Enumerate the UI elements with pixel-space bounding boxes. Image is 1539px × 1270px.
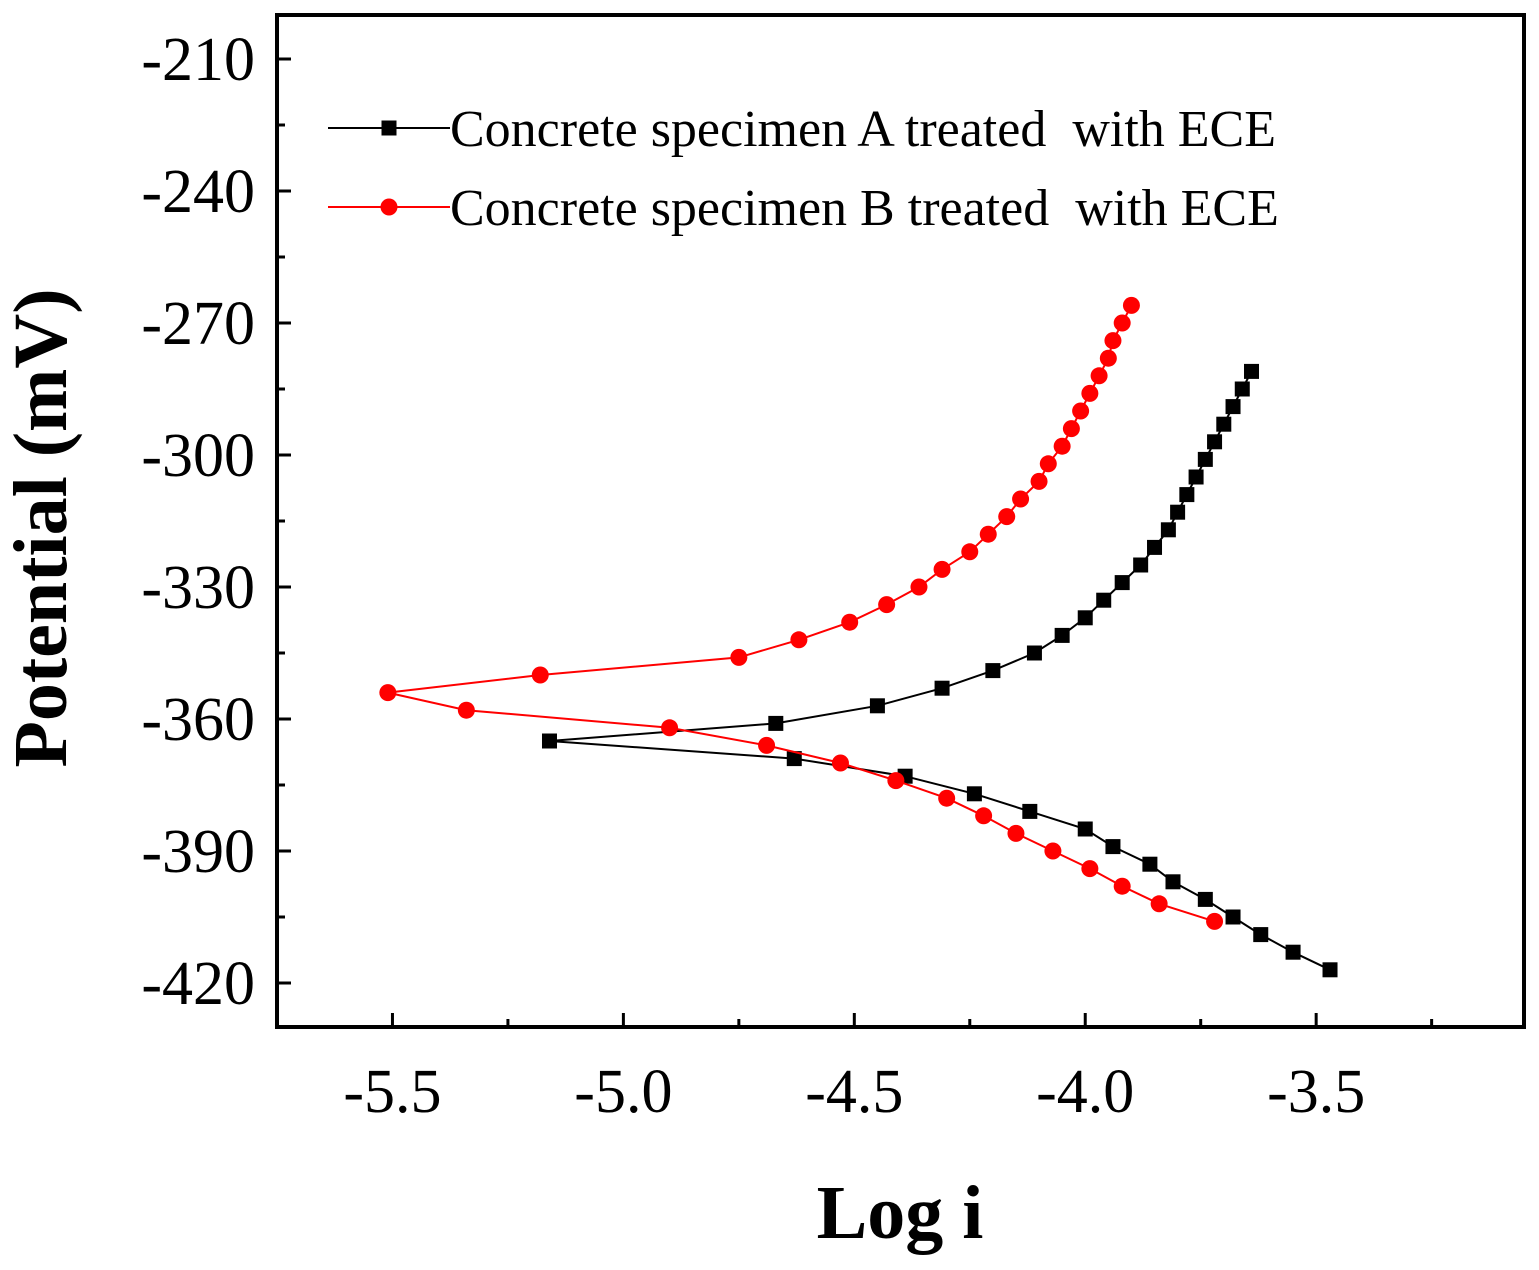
data-point <box>910 578 928 596</box>
y-tick-label: -420 <box>141 950 255 1018</box>
data-point <box>1225 909 1241 925</box>
data-point <box>961 543 979 561</box>
data-point <box>758 736 776 754</box>
data-point <box>1244 363 1260 379</box>
legend-entry-b: Concrete specimen B treated with ECE <box>328 180 1279 237</box>
data-point <box>1077 610 1093 626</box>
data-point <box>1225 399 1241 415</box>
series-layer <box>379 296 1338 978</box>
y-tick-label: -360 <box>141 686 255 754</box>
data-point <box>1170 504 1186 520</box>
data-point <box>938 789 956 807</box>
data-point <box>966 786 982 802</box>
y-tick-label: -240 <box>141 158 255 226</box>
data-point <box>1030 472 1048 490</box>
x-tick-label: -3.5 <box>1267 1058 1365 1126</box>
data-point <box>1081 860 1099 878</box>
x-tick-label: -4.0 <box>1036 1058 1134 1126</box>
data-point <box>1113 877 1131 895</box>
data-point <box>1090 367 1108 385</box>
legend-marker <box>380 198 398 216</box>
series-a <box>541 363 1338 978</box>
data-point <box>985 663 1001 679</box>
data-point <box>1114 575 1130 591</box>
series-b <box>379 296 1224 930</box>
data-point <box>1062 420 1080 438</box>
data-point <box>531 666 549 684</box>
data-point <box>841 613 859 631</box>
data-point <box>786 751 802 767</box>
y-tick-label: -330 <box>141 554 255 622</box>
data-point <box>1160 522 1176 538</box>
legend-label: Concrete specimen B treated with ECE <box>450 180 1279 237</box>
x-tick-label: -5.0 <box>574 1058 672 1126</box>
legend: Concrete specimen A treated with ECE Conc… <box>328 101 1279 237</box>
data-point <box>1054 627 1070 643</box>
data-point <box>1099 349 1117 367</box>
data-point <box>1234 381 1250 397</box>
data-point <box>878 596 896 614</box>
data-point <box>934 680 950 696</box>
data-point <box>790 631 808 649</box>
data-point <box>1122 296 1140 314</box>
data-point <box>1253 927 1269 943</box>
data-point <box>1216 416 1232 432</box>
data-point <box>1322 962 1338 978</box>
data-point <box>1096 592 1112 608</box>
data-point <box>1053 437 1071 455</box>
data-point <box>379 684 397 702</box>
data-point <box>730 648 748 666</box>
data-point <box>541 733 557 749</box>
data-point <box>1197 451 1213 467</box>
data-point <box>1113 314 1131 332</box>
legend-marker <box>381 120 397 136</box>
data-point <box>1165 874 1181 890</box>
data-point <box>869 698 885 714</box>
data-point <box>1104 332 1122 350</box>
data-point <box>1026 645 1042 661</box>
data-point <box>1179 487 1195 503</box>
data-point <box>1022 803 1038 819</box>
data-point <box>1285 944 1301 960</box>
data-point <box>661 719 679 737</box>
data-point <box>1072 402 1090 420</box>
x-axis-title: Log i <box>817 1171 984 1255</box>
data-point <box>887 772 905 790</box>
data-point <box>1150 895 1168 913</box>
data-point <box>831 754 849 772</box>
data-point <box>975 807 993 825</box>
y-tick-label: -210 <box>141 26 255 94</box>
data-point <box>1081 384 1099 402</box>
data-point <box>1147 539 1163 555</box>
data-point <box>1142 856 1158 872</box>
data-point <box>1105 839 1121 855</box>
data-point <box>1044 842 1062 860</box>
x-tick-label: -5.5 <box>343 1058 441 1126</box>
data-point <box>1197 891 1213 907</box>
data-point <box>1007 824 1025 842</box>
data-point <box>457 701 475 719</box>
data-point <box>1207 434 1223 450</box>
data-point <box>998 508 1016 526</box>
axes-ticks: -5.5 -5.0 -4.5 -4.0 -3.5 -210 -240 -270 -300 -330… <box>141 26 1434 1126</box>
data-point <box>979 525 997 543</box>
legend-entry-a: Concrete specimen A treated with ECE <box>328 101 1276 158</box>
y-axis-title: Potential (mV) <box>0 288 83 767</box>
y-tick-label: -270 <box>141 290 255 358</box>
data-point <box>1206 912 1224 930</box>
legend-label: Concrete specimen A treated with ECE <box>450 101 1276 158</box>
x-tick-label: -4.5 <box>805 1058 903 1126</box>
data-point <box>1077 821 1093 837</box>
data-point <box>933 560 951 578</box>
data-point <box>1039 455 1057 473</box>
data-point <box>768 715 784 731</box>
y-tick-label: -300 <box>141 422 255 490</box>
data-point <box>1012 490 1030 508</box>
data-point <box>1188 469 1204 485</box>
data-point <box>1133 557 1149 573</box>
y-tick-label: -390 <box>141 818 255 886</box>
